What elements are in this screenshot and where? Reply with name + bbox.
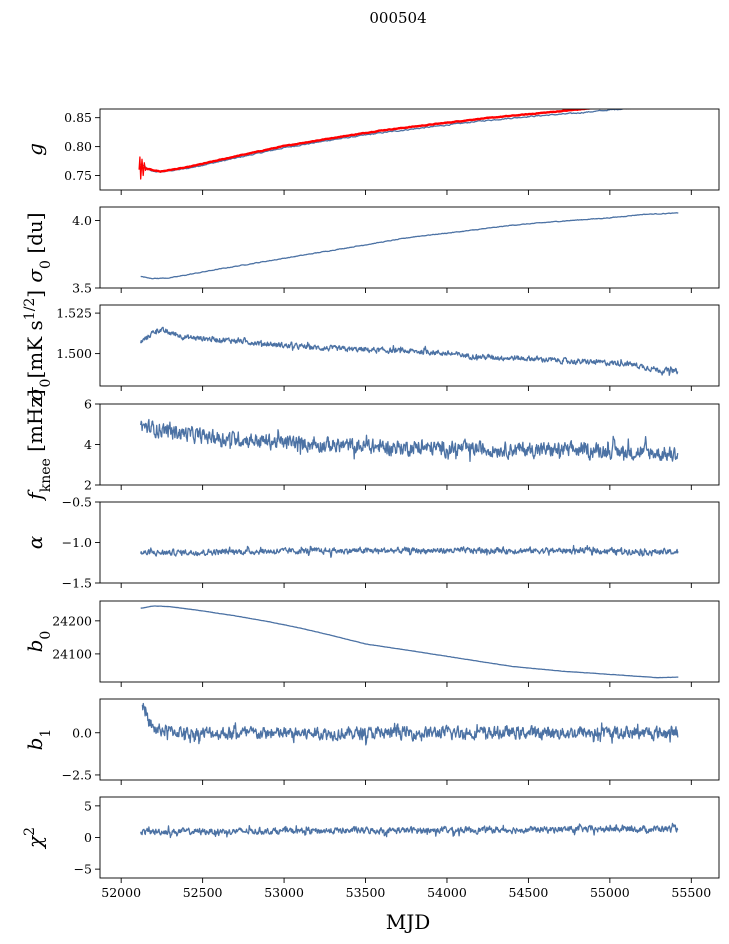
y-axis-label: fknee [mHz] xyxy=(23,389,54,501)
plot-area xyxy=(140,822,679,839)
panel-fknee: 2 4 6 fknee [mHz] xyxy=(23,389,720,502)
panel-g: 0.75 0.80 0.85 g xyxy=(23,108,720,195)
axes-frame xyxy=(99,698,720,781)
y-tick-label: 4.0 xyxy=(72,213,92,228)
y-axis-label: σ0 [du] xyxy=(23,212,54,282)
series-line-sigma0-du xyxy=(140,212,679,280)
x-tick-label: 54500 xyxy=(509,885,549,900)
series-line-sigma0-mK xyxy=(140,326,679,376)
x-axis-label: MJD xyxy=(386,910,431,934)
series-line-gain xyxy=(140,109,635,173)
plot-area xyxy=(140,212,679,280)
y-axis-label: g xyxy=(23,143,47,156)
y-tick-label: 0.75 xyxy=(64,168,92,183)
series-line-fknee xyxy=(140,418,679,463)
plot-area xyxy=(138,109,635,180)
y-axis-label: χ2 xyxy=(22,827,47,850)
x-tick-label: 53500 xyxy=(346,885,386,900)
y-tick-label: 3.5 xyxy=(72,281,92,296)
x-tick-label: 55000 xyxy=(590,885,630,900)
figure-title: 000504 xyxy=(369,9,426,27)
panel-b0: 24100 24200 b0 xyxy=(23,600,720,687)
x-tick-label: 52000 xyxy=(101,885,141,900)
axes-frame xyxy=(99,600,720,683)
plot-area xyxy=(140,326,679,376)
plot-area xyxy=(141,702,679,746)
x-tick-label: 53000 xyxy=(264,885,304,900)
x-tick-label: 54000 xyxy=(427,885,467,900)
panel-sigma0-du: 3.5 4.0 σ0 [du] xyxy=(23,206,720,296)
y-tick-label: −5 xyxy=(74,862,92,877)
axes-frame xyxy=(99,108,720,191)
y-tick-label: 4 xyxy=(84,437,92,452)
series-line-alpha xyxy=(140,544,679,558)
y-tick-label: 6 xyxy=(84,397,92,412)
panel-alpha: −1.5 −1.0 −0.5 α xyxy=(23,495,720,591)
panel-chi2: −5 0 5 52000 52500 53000 53500 54000 54500 55000 5… xyxy=(22,796,720,900)
y-tick-label: 24100 xyxy=(52,646,92,661)
y-tick-label: −2.5 xyxy=(62,767,92,782)
series-line-chi2 xyxy=(140,822,679,839)
y-tick-label: −0.5 xyxy=(62,495,92,510)
y-axis-label: b1 xyxy=(23,729,54,751)
x-tick-label: 52500 xyxy=(183,885,223,900)
y-tick-label: 2 xyxy=(84,478,92,493)
y-tick-label: 0 xyxy=(84,830,92,845)
y-tick-label: 24200 xyxy=(52,613,92,628)
y-tick-label: 0.80 xyxy=(64,139,92,154)
plot-area xyxy=(140,605,679,679)
x-tick-label: 55500 xyxy=(671,885,711,900)
axes-frame xyxy=(99,304,720,387)
axes-frame xyxy=(99,796,720,879)
series-line-gain-start-spikes xyxy=(138,156,147,180)
plot-area xyxy=(140,544,679,558)
axes-frame xyxy=(99,501,720,584)
y-tick-label: −1.0 xyxy=(62,535,92,550)
axes-frame xyxy=(99,206,720,289)
y-axis-label: α xyxy=(23,535,47,549)
series-line-gain-fit xyxy=(145,109,599,173)
y-tick-label: 1.500 xyxy=(56,346,92,361)
y-tick-label: −1.5 xyxy=(62,576,92,591)
series-line-b1 xyxy=(141,702,679,746)
y-tick-label: 0.85 xyxy=(64,110,92,125)
panel-b1: −2.5 0.0 b1 xyxy=(23,698,720,785)
y-tick-label: 5 xyxy=(84,798,92,813)
panels: 0.75 0.80 0.85 g 3.5 4.0 σ0 [du] 1.500 1.525σ0[m… xyxy=(22,108,720,900)
y-tick-label: 0.0 xyxy=(72,725,92,740)
plot-area xyxy=(140,418,679,463)
axes-frame xyxy=(99,403,720,486)
y-axis-label: σ0[mK s1/2] xyxy=(22,290,54,401)
y-tick-label: 1.525 xyxy=(56,306,92,321)
series-line-b0 xyxy=(140,605,679,679)
y-axis-label: b0 xyxy=(23,631,54,653)
